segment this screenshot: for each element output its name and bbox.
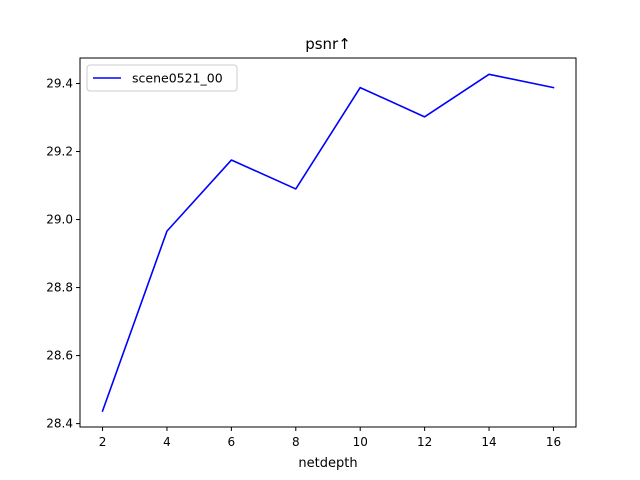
- y-tick-label: 29.2: [46, 145, 73, 159]
- y-tick-label: 28.4: [46, 417, 73, 431]
- legend-entry-label: scene0521_00: [132, 71, 223, 86]
- x-tick-label: 8: [292, 435, 300, 449]
- series-line: [101, 73, 555, 413]
- y-tick-label: 29.4: [46, 77, 73, 91]
- x-tick-label: 2: [99, 435, 107, 449]
- y-tick-label: 28.6: [46, 349, 73, 363]
- y-tick-label: 28.8: [46, 281, 73, 295]
- x-tick-label: 4: [163, 435, 171, 449]
- x-axis-ticks: 2 4 6 8 10 12 14 16: [99, 427, 561, 449]
- x-tick-label: 10: [353, 435, 368, 449]
- y-tick-label: 29.0: [46, 213, 73, 227]
- x-tick-label: 16: [546, 435, 561, 449]
- plot-area-frame: [79, 57, 577, 428]
- x-tick-label: 12: [417, 435, 432, 449]
- chart-title: psnr↑: [305, 35, 351, 53]
- x-tick-label: 6: [228, 435, 236, 449]
- y-axis-ticks: 28.4 28.6 28.8 29.0 29.2 29.4: [46, 77, 80, 431]
- x-tick-label: 14: [481, 435, 496, 449]
- x-axis-label: netdepth: [298, 456, 357, 471]
- legend: scene0521_00: [86, 64, 238, 92]
- legend-box: [86, 64, 238, 92]
